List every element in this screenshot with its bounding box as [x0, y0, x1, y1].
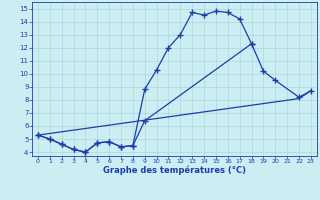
X-axis label: Graphe des températures (°C): Graphe des températures (°C)	[103, 166, 246, 175]
